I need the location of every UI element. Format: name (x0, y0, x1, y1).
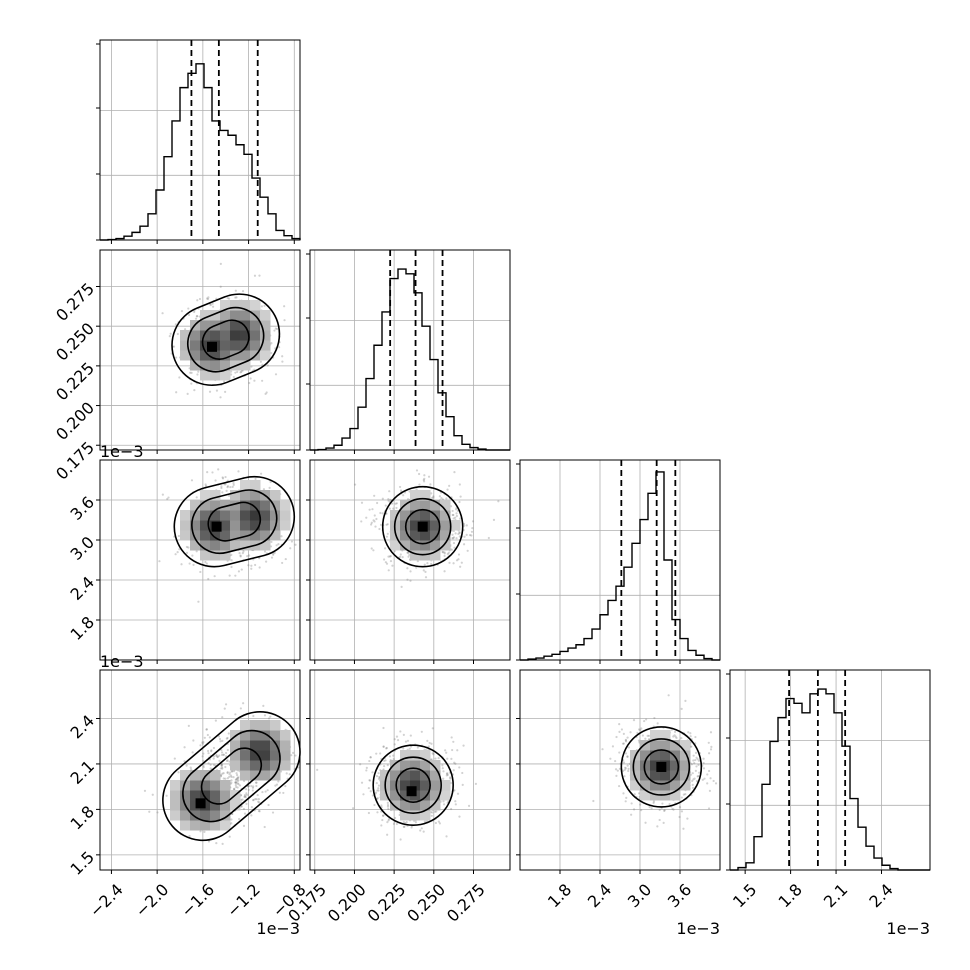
contour-line (187, 306, 265, 373)
density-2-0 (180, 480, 291, 561)
density-3-0 (170, 720, 291, 831)
grid-layer (100, 40, 930, 870)
x-offset-label: 1e−3 (676, 919, 720, 938)
contour-line (171, 293, 281, 387)
contour-layer (162, 293, 703, 842)
density-2-1 (390, 490, 461, 561)
panel-frame-2-1 (309, 459, 511, 661)
density-peak-2-1 (417, 521, 428, 532)
histogram-1 (310, 268, 510, 451)
density-peak-3-1 (406, 786, 417, 797)
density-3-2 (630, 730, 691, 801)
contour-line (173, 475, 296, 568)
contour-line (207, 501, 262, 542)
density-peak-1-0 (207, 341, 217, 352)
histogram-layer (100, 40, 930, 871)
contour-line (182, 729, 281, 823)
contour-line (384, 756, 442, 814)
density-peak-2-0 (211, 521, 222, 532)
contour-line (632, 738, 691, 796)
panel-frame-3-3 (729, 669, 931, 871)
contour-line (372, 744, 454, 826)
density-peak-3-0 (195, 798, 206, 809)
contour-line (201, 319, 250, 360)
panel-frame-1-0 (99, 249, 301, 451)
contour-line (191, 489, 278, 555)
contours-3-2 (620, 726, 703, 808)
contour-line (620, 726, 703, 808)
panel-frame-2-2 (519, 459, 721, 661)
density-3-1 (380, 750, 451, 821)
x-offset-label: 1e−3 (256, 919, 300, 938)
panel-frame-0-0 (99, 39, 301, 241)
histogram-2 (520, 471, 720, 661)
contour-line (162, 711, 301, 842)
histogram-0 (100, 63, 301, 241)
contour-line (643, 749, 680, 785)
contour-line (404, 508, 441, 545)
panel-frame-3-0 (99, 669, 301, 871)
histogram-3 (730, 688, 930, 871)
y-offset-label: 1e−3 (100, 442, 144, 461)
contours-3-0 (162, 711, 301, 842)
contour-line (200, 747, 263, 805)
contours-1-0 (171, 293, 281, 387)
density-peak-3-2 (656, 761, 667, 772)
contours-3-1 (372, 744, 454, 826)
x-offset-label: 1e−3 (886, 919, 930, 938)
density-layer (170, 300, 691, 831)
panel-frame-3-1 (309, 669, 511, 871)
contour-line (393, 497, 452, 556)
contour-line (395, 767, 431, 803)
panel-frame-2-0 (99, 459, 301, 661)
frame-layer (99, 39, 931, 871)
panel-frame-1-1 (309, 249, 511, 451)
contours-2-0 (173, 475, 296, 568)
tick-layer (96, 43, 883, 874)
y-offset-label: 1e−3 (100, 652, 144, 671)
panel-frame-3-2 (519, 669, 721, 871)
contour-line (381, 485, 464, 568)
contours-2-1 (381, 485, 464, 568)
